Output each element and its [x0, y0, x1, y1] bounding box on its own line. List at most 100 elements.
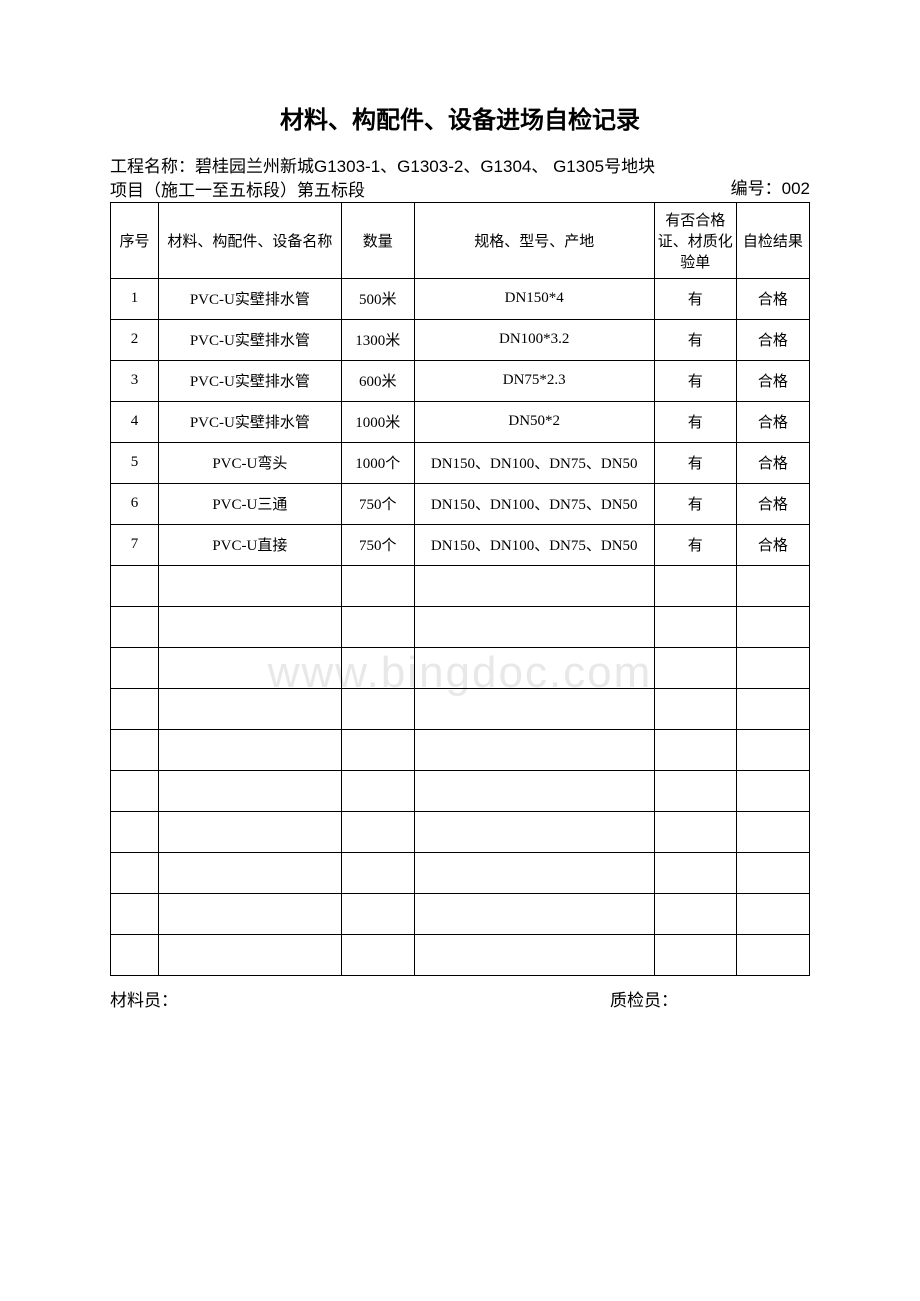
- table-row: 7PVC-U直接750个DN150、DN100、DN75、DN50有合格: [111, 524, 810, 565]
- project-name: 工程名称：碧桂园兰州新城G1303-1、G1303-2、G1304、 G1305…: [110, 155, 670, 203]
- table-header-row: 序号 材料、构配件、设备名称 数量 规格、型号、产地 有否合格证、材质化验单 自…: [111, 202, 810, 278]
- col-header: 序号: [111, 202, 159, 278]
- table-row: [111, 770, 810, 811]
- material-staff-label: 材料员：: [110, 986, 610, 1011]
- footer-row: 材料员： 质检员：: [110, 986, 810, 1011]
- table-cell: DN75*2.3: [414, 360, 654, 401]
- table-cell: [736, 893, 809, 934]
- table-cell: [414, 606, 654, 647]
- table-cell: [341, 811, 414, 852]
- table-cell: 2: [111, 319, 159, 360]
- table-cell: [654, 688, 736, 729]
- table-cell: [654, 565, 736, 606]
- table-cell: PVC-U弯头: [158, 442, 341, 483]
- qc-staff-label: 质检员：: [610, 986, 810, 1011]
- table-cell: [158, 811, 341, 852]
- table-cell: [111, 606, 159, 647]
- table-row: 1PVC-U实壁排水管500米DN150*4有合格: [111, 278, 810, 319]
- table-cell: 1: [111, 278, 159, 319]
- table-cell: [158, 565, 341, 606]
- serial-number: 编号：002: [731, 177, 810, 203]
- table-cell: PVC-U实壁排水管: [158, 319, 341, 360]
- table-cell: [654, 770, 736, 811]
- table-cell: [158, 770, 341, 811]
- table-cell: [158, 606, 341, 647]
- table-cell: [341, 606, 414, 647]
- table-cell: 4: [111, 401, 159, 442]
- table-cell: [736, 688, 809, 729]
- table-cell: PVC-U实壁排水管: [158, 360, 341, 401]
- table-cell: [341, 729, 414, 770]
- table-cell: PVC-U实壁排水管: [158, 278, 341, 319]
- table-row: 5PVC-U弯头1000个DN150、DN100、DN75、DN50有合格: [111, 442, 810, 483]
- table-cell: 有: [654, 319, 736, 360]
- table-cell: 500米: [341, 278, 414, 319]
- serial-value: 002: [782, 179, 810, 198]
- table-cell: [111, 729, 159, 770]
- table-cell: [111, 852, 159, 893]
- table-cell: 1300米: [341, 319, 414, 360]
- table-row: 3PVC-U实壁排水管600米DN75*2.3有合格: [111, 360, 810, 401]
- table-cell: [654, 647, 736, 688]
- table-cell: [158, 893, 341, 934]
- table-cell: 600米: [341, 360, 414, 401]
- table-cell: [111, 688, 159, 729]
- table-cell: [158, 647, 341, 688]
- table-cell: [111, 770, 159, 811]
- table-row: [111, 811, 810, 852]
- inspection-table: 序号 材料、构配件、设备名称 数量 规格、型号、产地 有否合格证、材质化验单 自…: [110, 202, 810, 976]
- table-cell: 合格: [736, 483, 809, 524]
- table-cell: 1000米: [341, 401, 414, 442]
- table-cell: [341, 770, 414, 811]
- table-cell: [341, 688, 414, 729]
- table-cell: PVC-U直接: [158, 524, 341, 565]
- serial-label: 编号：: [731, 179, 782, 198]
- table-cell: 合格: [736, 360, 809, 401]
- table-cell: DN150、DN100、DN75、DN50: [414, 442, 654, 483]
- table-cell: 3: [111, 360, 159, 401]
- table-cell: [654, 729, 736, 770]
- table-cell: 有: [654, 483, 736, 524]
- table-cell: [654, 934, 736, 975]
- table-cell: [111, 647, 159, 688]
- table-cell: 合格: [736, 524, 809, 565]
- table-cell: [414, 565, 654, 606]
- table-cell: [111, 811, 159, 852]
- table-cell: [158, 729, 341, 770]
- table-cell: [736, 770, 809, 811]
- table-cell: 6: [111, 483, 159, 524]
- table-cell: 有: [654, 524, 736, 565]
- table-row: [111, 688, 810, 729]
- table-cell: [654, 811, 736, 852]
- table-row: [111, 893, 810, 934]
- table-cell: [158, 688, 341, 729]
- table-cell: 750个: [341, 483, 414, 524]
- table-cell: [736, 729, 809, 770]
- table-cell: [341, 647, 414, 688]
- table-cell: [736, 565, 809, 606]
- table-cell: 有: [654, 442, 736, 483]
- table-cell: [111, 565, 159, 606]
- col-header: 规格、型号、产地: [414, 202, 654, 278]
- table-cell: [736, 647, 809, 688]
- table-cell: DN150、DN100、DN75、DN50: [414, 524, 654, 565]
- table-cell: [414, 729, 654, 770]
- table-cell: [111, 934, 159, 975]
- table-cell: PVC-U三通: [158, 483, 341, 524]
- col-header: 材料、构配件、设备名称: [158, 202, 341, 278]
- table-cell: DN50*2: [414, 401, 654, 442]
- table-cell: 1000个: [341, 442, 414, 483]
- table-cell: [158, 934, 341, 975]
- table-cell: [111, 893, 159, 934]
- table-cell: 合格: [736, 442, 809, 483]
- table-cell: [654, 893, 736, 934]
- table-cell: [736, 934, 809, 975]
- table-cell: [414, 893, 654, 934]
- header-row: 工程名称：碧桂园兰州新城G1303-1、G1303-2、G1304、 G1305…: [110, 155, 810, 203]
- table-cell: 合格: [736, 278, 809, 319]
- table-cell: 750个: [341, 524, 414, 565]
- table-body: 1PVC-U实壁排水管500米DN150*4有合格2PVC-U实壁排水管1300…: [111, 278, 810, 975]
- table-cell: 合格: [736, 319, 809, 360]
- table-cell: [414, 647, 654, 688]
- table-cell: 合格: [736, 401, 809, 442]
